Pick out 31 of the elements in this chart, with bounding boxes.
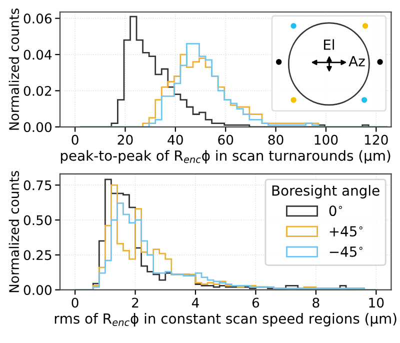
x-tick-label: 4 xyxy=(192,298,199,308)
y-tick-label: 0.02 xyxy=(24,86,52,96)
legend-label: 0$^{∘}$ xyxy=(329,206,342,216)
y-axis-title: Normalized counts xyxy=(8,8,20,130)
x-tick-label: 8 xyxy=(312,298,320,308)
x-tick-label: 40 xyxy=(168,134,183,145)
legend-label: +45$^{∘}$ xyxy=(330,226,362,237)
x-tick-label: 0 xyxy=(72,134,78,145)
x-tick-label: 2 xyxy=(132,298,138,308)
y-axis-title: Normalized counts xyxy=(8,170,20,292)
x-tick-label: 6 xyxy=(252,298,260,308)
x-tick-label: 60 xyxy=(218,134,234,145)
annotation: Az xyxy=(348,56,365,66)
y-tick-label: 0.06 xyxy=(24,14,52,24)
y-tick-label: 0.00 xyxy=(24,285,52,296)
x-tick-label: 10 xyxy=(369,298,384,308)
x-axis-title: rms of R$_{enc}$ϕ in constant scan speed regions (μm) xyxy=(54,313,396,326)
annotation: El xyxy=(324,39,334,50)
x-tick-label: 100 xyxy=(314,134,338,145)
y-tick-label: 0.00 xyxy=(24,122,52,132)
y-tick-label: 0.04 xyxy=(24,50,52,60)
x-tick-label: 20 xyxy=(118,134,133,145)
x-tick-label: 80 xyxy=(268,134,284,145)
x-axis-title: peak-to-peak of R$_{enc}$ϕ in scan turnarounds (μm) xyxy=(60,150,390,164)
y-tick-label: 0.75 xyxy=(24,180,52,190)
legend-label: −45$^{∘}$ xyxy=(330,246,362,257)
legend-title: Boresight angle xyxy=(272,185,380,198)
x-tick-label: 120 xyxy=(365,134,388,145)
y-tick-label: 0.50 xyxy=(24,215,52,226)
y-tick-label: 0.25 xyxy=(24,250,52,260)
x-tick-label: 0 xyxy=(72,298,78,308)
